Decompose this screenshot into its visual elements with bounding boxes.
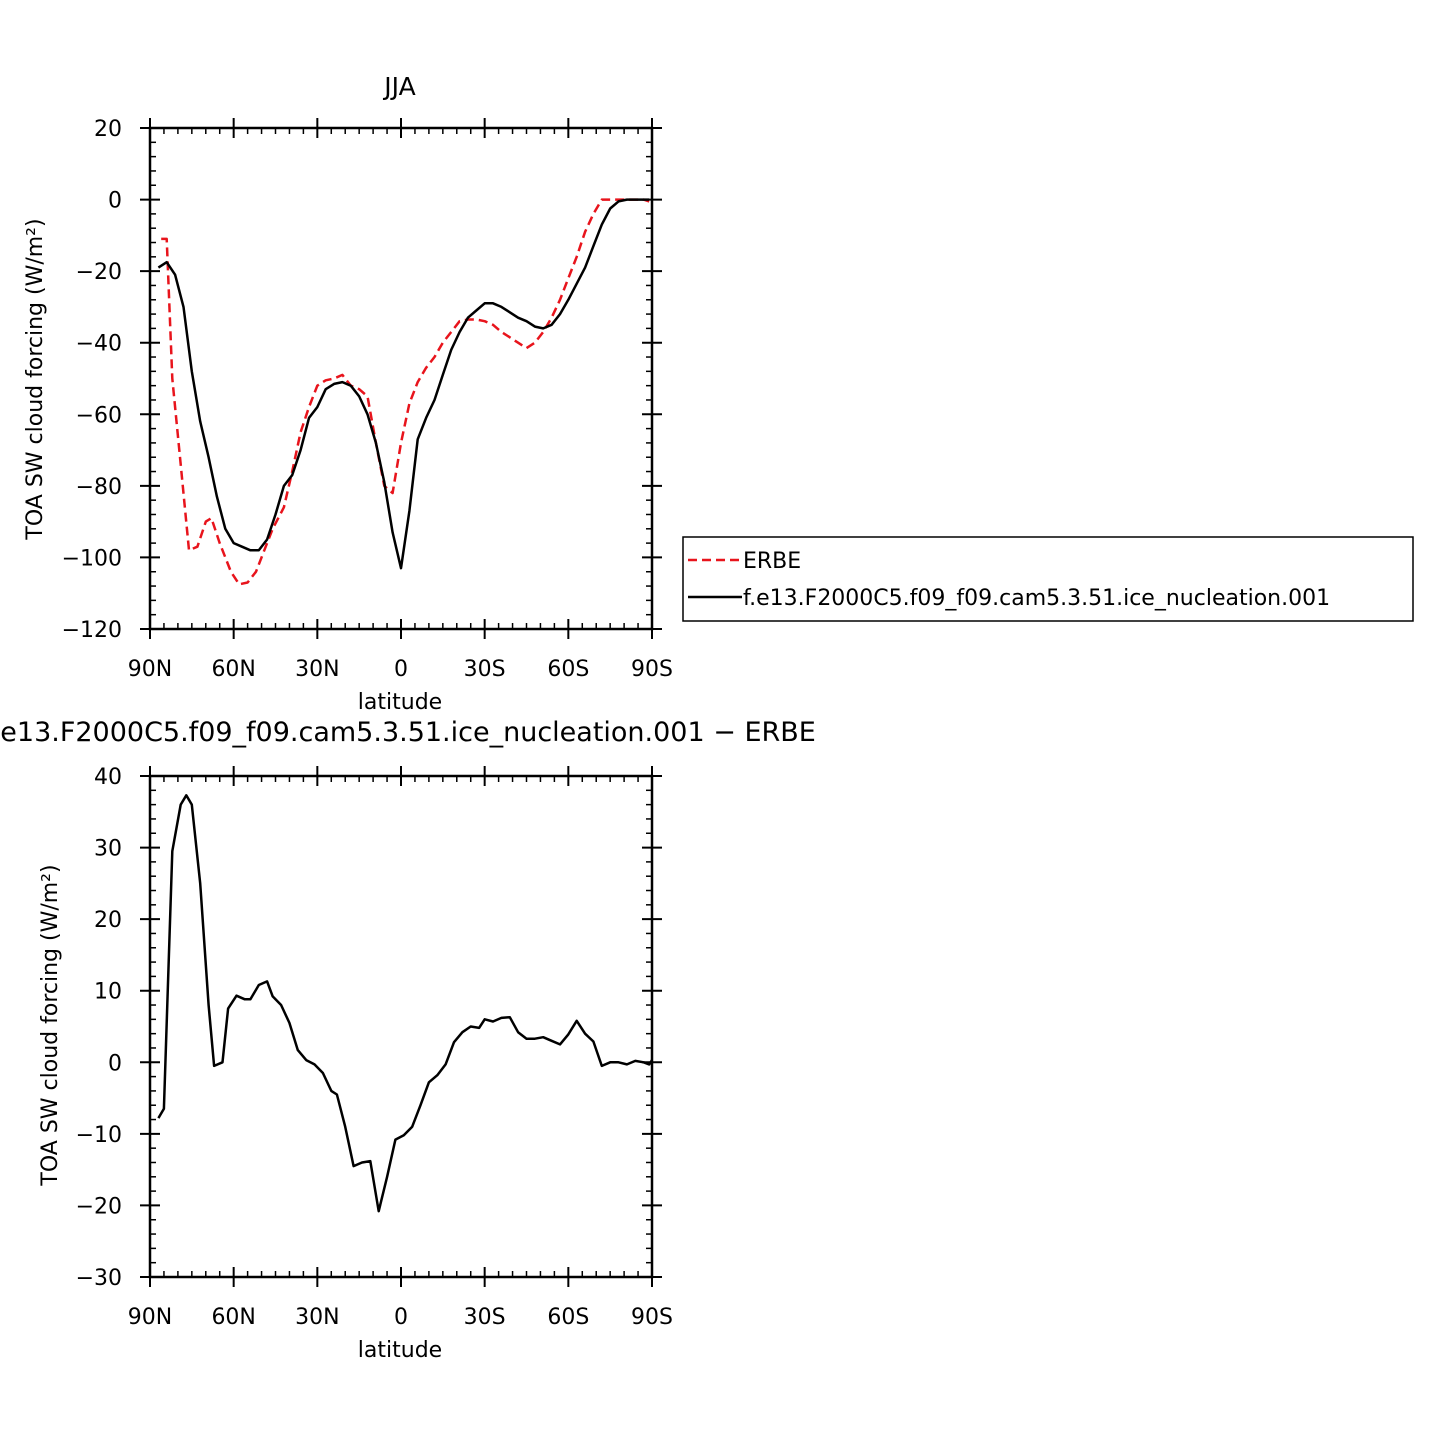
top-chart-plot-frame: [148, 126, 654, 631]
bottom-chart-x-axis-label: latitude: [358, 1338, 442, 1363]
top-chart-y-tick-label: 0: [108, 189, 122, 214]
bottom-chart-y-tick-label: 0: [108, 1051, 122, 1076]
legend-label-model: f.e13.F2000C5.f09_f09.cam5.3.51.ice_nucl…: [743, 586, 1330, 611]
bottom-chart-y-tick-label: −10: [76, 1123, 122, 1148]
bottom-chart-y-axis-label: TOA SW cloud forcing (W/m²): [38, 864, 63, 1186]
bottom-chart-x-tick-label: 0: [394, 1305, 408, 1330]
bottom-chart-x-tick-label: 90S: [631, 1305, 673, 1330]
bottom-chart-y-tick-label: −20: [76, 1194, 122, 1219]
top-chart-title: JJA: [382, 72, 415, 101]
legend-box: [682, 536, 1414, 622]
top-chart-x-tick-label: 30N: [295, 657, 339, 682]
bottom-chart-x-tick-label: 30N: [295, 1305, 339, 1330]
top-chart-y-axis-label: TOA SW cloud forcing (W/m²): [23, 218, 48, 540]
bottom-chart-title: f.e13.F2000C5.f09_f09.cam5.3.51.ice_nucl…: [0, 717, 816, 748]
top-chart-y-tick-label: −60: [76, 403, 122, 428]
top-chart-y-tick-label: −80: [76, 475, 122, 500]
legend: ERBE f.e13.F2000C5.f09_f09.cam5.3.51.ice…: [682, 536, 1414, 622]
bottom-chart-x-tick-label: 90N: [128, 1305, 172, 1330]
bottom-chart-series-line-difference: [157, 794, 654, 1213]
bottom-chart-y-tick-label: 20: [94, 908, 122, 933]
top-chart-x-tick-label: 0: [394, 657, 408, 682]
top-chart-x-tick-label: 90S: [631, 657, 673, 682]
top-chart-x-tick-label: 30S: [464, 657, 506, 682]
top-chart-y-tick-label: −40: [76, 332, 122, 357]
top-chart-y-tick-label: −100: [62, 546, 122, 571]
bottom-chart-y-tick-label: 10: [94, 980, 122, 1005]
top-chart-series-line-model: [157, 198, 650, 570]
top-chart-series-line-erbe: [161, 198, 650, 586]
bottom-chart-x-tick-label: 60N: [211, 1305, 255, 1330]
top-chart-x-tick-label: 60S: [547, 657, 589, 682]
top-chart-x-axis-label: latitude: [358, 690, 442, 715]
legend-label-erbe: ERBE: [743, 549, 801, 574]
bottom-chart-y-tick-label: 40: [94, 765, 122, 790]
top-chart-y-tick-label: −120: [62, 618, 122, 643]
bottom-chart-x-tick-label: 60S: [547, 1305, 589, 1330]
bottom-chart-y-tick-label: 30: [94, 837, 122, 862]
top-chart-panel: JJA latitude TOA SW cloud forcing (W/m²)…: [23, 72, 673, 715]
bottom-chart-y-tick-label: −30: [76, 1266, 122, 1291]
bottom-chart-x-tick-label: 30S: [464, 1305, 506, 1330]
top-chart-y-tick-label: −20: [76, 260, 122, 285]
bottom-chart-panel: f.e13.F2000C5.f09_f09.cam5.3.51.ice_nucl…: [0, 717, 816, 1363]
top-chart-x-tick-label: 90N: [128, 657, 172, 682]
top-chart-x-tick-label: 60N: [211, 657, 255, 682]
top-chart-y-tick-label: 20: [94, 117, 122, 142]
